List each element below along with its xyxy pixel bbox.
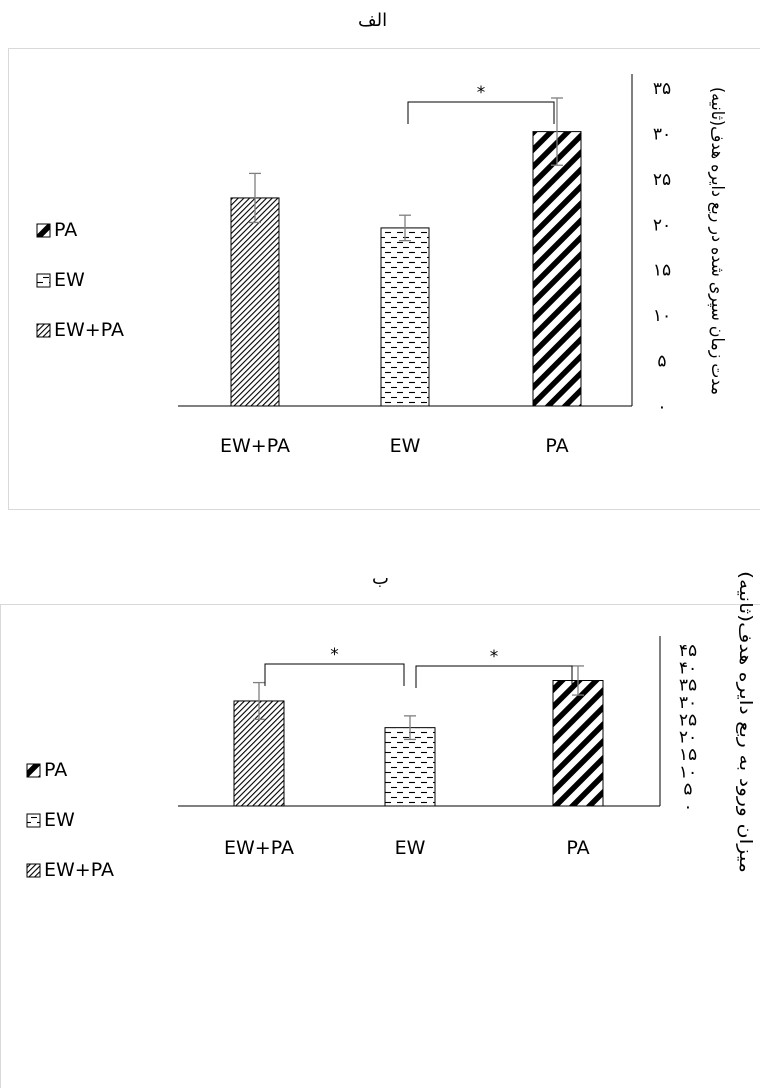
- x-tick-label: EW+PA: [220, 435, 290, 457]
- legend-label: PA: [44, 759, 67, 781]
- y-tick-label: ۱۵: [653, 261, 671, 281]
- legend-label: EW: [54, 269, 85, 291]
- legend-swatch: [26, 813, 41, 828]
- y-tick-label: ۳۵: [679, 676, 697, 696]
- legend-label: EW: [44, 809, 75, 831]
- y-tick-label: ۴۵: [679, 641, 697, 661]
- y-tick-label: ۱۰: [653, 306, 671, 326]
- chart-a-panel-title: الف: [358, 10, 388, 31]
- y-tick-label: ۳۰: [679, 693, 697, 713]
- y-tick-label: ۵: [657, 352, 666, 372]
- bar-ew: [380, 227, 430, 407]
- bar-ew: [384, 727, 436, 807]
- y-tick-label: ۱۰: [679, 762, 697, 782]
- bar-pa: [552, 680, 604, 807]
- significance-star: *: [490, 647, 499, 667]
- legend-label: PA: [54, 219, 77, 241]
- legend-swatch: [36, 323, 51, 338]
- legend-swatch: [26, 763, 41, 778]
- x-tick-label: PA: [566, 837, 589, 859]
- legend-swatch: [36, 273, 51, 288]
- legend-label: EW+PA: [54, 319, 124, 341]
- significance-bracket: [407, 101, 555, 124]
- y-tick-label: ۲۰: [653, 215, 671, 235]
- bar-pa: [532, 131, 582, 407]
- y-tick-label: ۰: [683, 797, 692, 817]
- y-tick-label: ۰: [657, 397, 666, 417]
- x-tick-label: EW: [390, 435, 421, 457]
- chart-b-frame: [0, 604, 760, 1088]
- y-tick-label: ۳۰: [653, 124, 671, 144]
- significance-bracket: [415, 665, 573, 688]
- y-tick-label: ۲۵: [653, 170, 671, 190]
- y-tick-label: ۵: [683, 780, 692, 800]
- y-axis-label: مدت زمان سپری شده در ربع دایره هدف(ثانیه…: [707, 87, 727, 395]
- x-tick-label: EW: [395, 837, 426, 859]
- y-tick-label: ۱۵: [679, 745, 697, 765]
- significance-bracket: [264, 663, 405, 686]
- legend-swatch: [26, 863, 41, 878]
- chart-b-panel-title: ب: [372, 568, 389, 589]
- x-tick-label: EW+PA: [224, 837, 294, 859]
- y-tick-label: ۲۰: [679, 728, 697, 748]
- significance-star: *: [330, 645, 339, 665]
- x-tick-label: PA: [545, 435, 568, 457]
- y-tick-label: ۴۰: [679, 658, 697, 678]
- y-axis-label: میزان ورود به ربع دایره هدف(ثانیه): [735, 571, 755, 873]
- y-tick-label: ۳۵: [653, 79, 671, 99]
- chart-a-svg: ۰ ۵ ۱۰ ۱۵ ۲۰ ۲۵ ۳۰ ۳۵ مدت زمان سپری شده در ربع د…: [36, 74, 727, 457]
- legend-swatch: [36, 223, 51, 238]
- y-tick-label: ۲۵: [679, 710, 697, 730]
- significance-star: *: [477, 83, 486, 103]
- legend-label: EW+PA: [44, 859, 114, 881]
- bar-ew-plus-pa: [230, 197, 280, 407]
